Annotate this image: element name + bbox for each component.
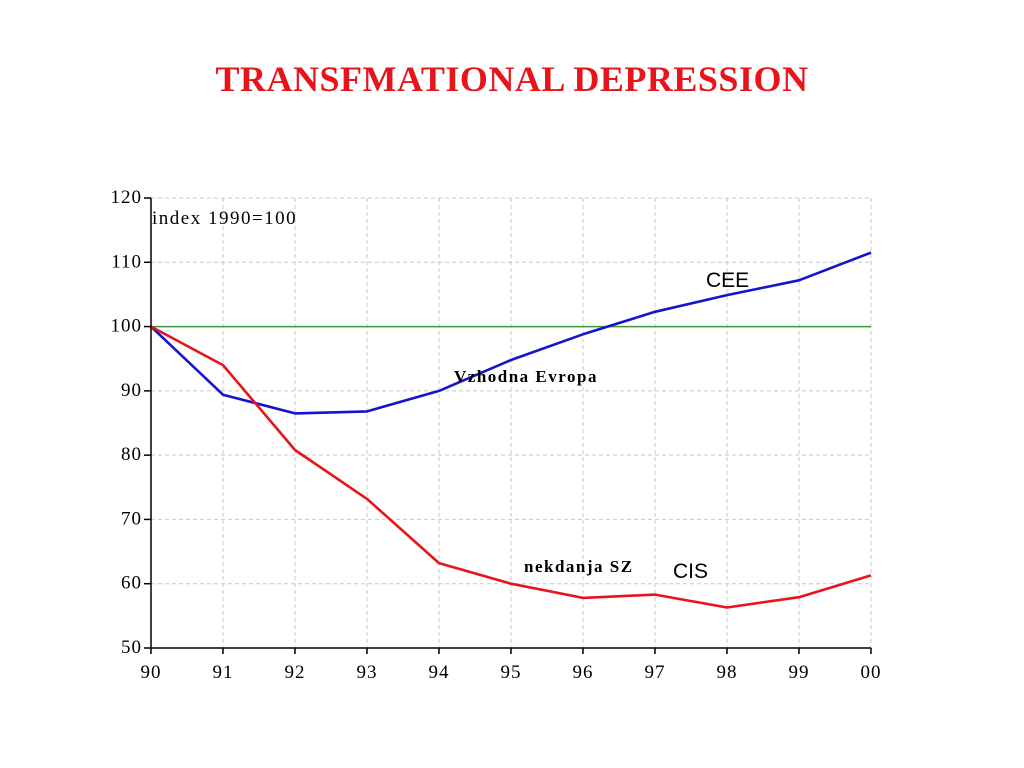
x-tick-label: 94: [429, 662, 450, 683]
x-tick-label: 00: [861, 662, 882, 683]
grid-lines: [151, 197, 872, 648]
x-tick-label: 90: [141, 662, 162, 683]
x-tick-label: 93: [357, 662, 378, 683]
x-tick-label: 96: [573, 662, 594, 683]
cee-sub-label: Vzhodna Evropa: [454, 367, 598, 386]
x-tick-label: 99: [789, 662, 810, 683]
x-tick-label: 95: [501, 662, 522, 683]
y-tick-label: 100: [111, 316, 143, 337]
y-tick-label: 50: [121, 637, 142, 658]
y-tick-label: 80: [121, 444, 142, 465]
cee-label: CEE: [706, 269, 749, 292]
series-line-cis: [150, 325, 872, 609]
x-tick-label: 92: [285, 662, 306, 683]
y-tick-label: 60: [121, 573, 142, 594]
x-tick-label: 91: [213, 662, 234, 683]
y-tick-label: 110: [111, 251, 142, 272]
series-group: [150, 251, 872, 609]
series-line-cee: [150, 251, 872, 415]
y-tick-label: 120: [111, 187, 143, 208]
x-tick-label: 98: [717, 662, 738, 683]
x-tick-label: 97: [645, 662, 666, 683]
index-note: index 1990=100: [152, 208, 297, 229]
tick-labels: 50 60 70 80 90 100 110 120 90 91 92 93 94 95 96 97 98 99 0…: [111, 187, 882, 683]
cis-sub-label: nekdanja SZ: [524, 557, 634, 576]
chart-title: TRANSFMATIONAL DEPRESSION: [215, 59, 809, 99]
cis-label: CIS: [673, 560, 708, 583]
y-tick-label: 70: [121, 508, 142, 529]
y-tick-label: 90: [121, 380, 142, 401]
axes-group: [144, 197, 872, 654]
